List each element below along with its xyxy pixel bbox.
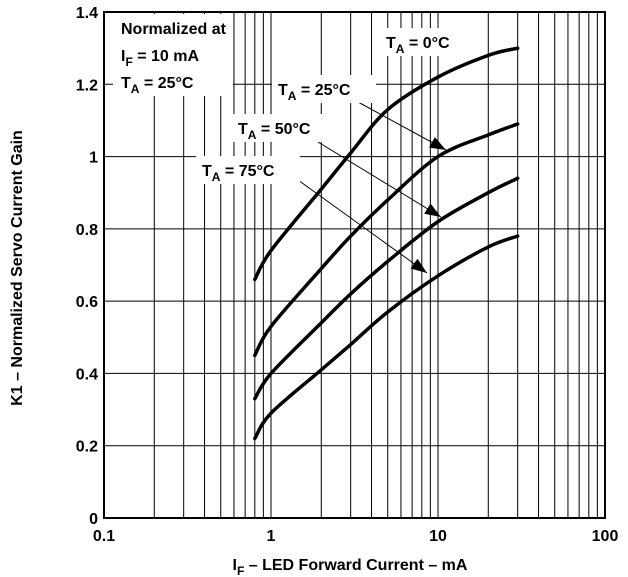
series-label-0c: TA = 0°C bbox=[380, 28, 476, 56]
series-label-50c: TA = 50°C bbox=[232, 114, 336, 142]
x-tick-label: 10 bbox=[429, 528, 447, 545]
arrow-75c-head bbox=[410, 258, 427, 273]
arrow-25c-line bbox=[357, 101, 447, 151]
svg-text:TA = 25°C: TA = 25°C bbox=[278, 82, 351, 103]
arrow-25c-head bbox=[429, 137, 446, 150]
y-tick-label: 1.2 bbox=[76, 77, 98, 94]
tick-labels: 0.1 1 10 100 0 0.2 0.4 0.6 0.8 1 1.2 1.4 bbox=[76, 5, 619, 545]
y-tick-label: 1 bbox=[89, 150, 98, 167]
arrow-50c-line bbox=[317, 141, 442, 218]
x-tick-label: 100 bbox=[592, 528, 619, 545]
x-tick-label: 0.1 bbox=[93, 528, 115, 545]
y-tick-label: 1.4 bbox=[76, 5, 98, 22]
series-curves bbox=[253, 46, 520, 441]
svg-text:TA = 50°C: TA = 50°C bbox=[238, 121, 311, 142]
note-line-3: TA = 25°C bbox=[121, 75, 194, 96]
y-tick-label: 0 bbox=[89, 511, 98, 528]
svg-text:TA = 75°C: TA = 75°C bbox=[202, 163, 275, 184]
arrow-50c-head bbox=[424, 203, 441, 217]
y-tick-label: 0.2 bbox=[76, 439, 98, 456]
y-tick-label: 0.8 bbox=[76, 222, 98, 239]
y-tick-label: 0.4 bbox=[76, 366, 98, 383]
y-axis-label: K1 – Normalized Servo Current Gain bbox=[9, 130, 26, 406]
svg-text:TA = 0°C: TA = 0°C bbox=[386, 35, 450, 56]
note-line-1: Normalized at bbox=[121, 21, 227, 38]
annotation-arrows bbox=[297, 101, 447, 274]
series-line-0 bbox=[253, 46, 520, 282]
x-axis-label: IF – LED Forward Current – mA bbox=[233, 557, 468, 577]
note-line-2: IF = 10 mA bbox=[121, 48, 200, 69]
arrow-75c-line bbox=[297, 179, 428, 274]
normalization-note: Normalized at IF = 10 mA TA = 25°C bbox=[113, 14, 233, 96]
x-tick-label: 1 bbox=[267, 528, 276, 545]
plot-frame bbox=[103, 11, 606, 519]
series-line-2 bbox=[253, 176, 520, 401]
series-label-75c: TA = 75°C bbox=[196, 156, 300, 184]
series-line-3 bbox=[253, 234, 520, 441]
series-line-1 bbox=[253, 122, 520, 358]
y-tick-label: 0.6 bbox=[76, 294, 98, 311]
series-label-25c: TA = 25°C bbox=[272, 75, 376, 103]
